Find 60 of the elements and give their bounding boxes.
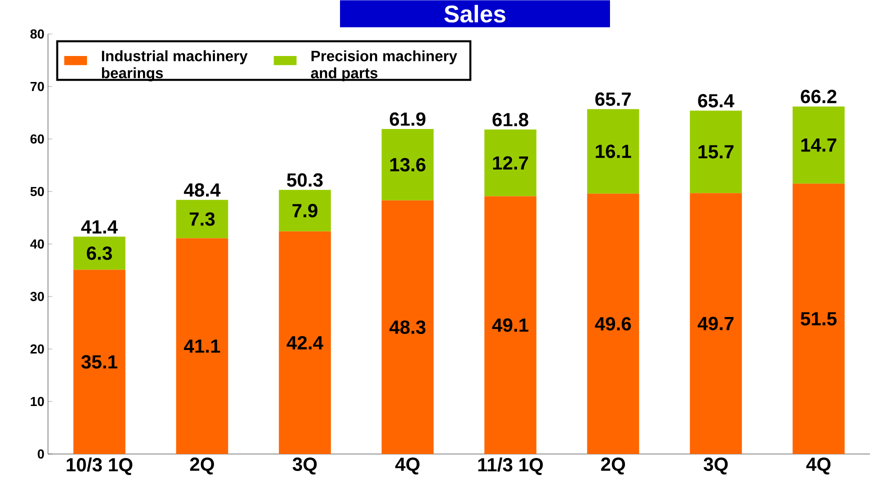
- y-tick-label: 30: [30, 292, 44, 302]
- data-label: 12.7: [493, 156, 528, 170]
- data-label: 49.1: [492, 318, 528, 332]
- data-label: 49.7: [698, 316, 734, 330]
- y-tick-label: 10: [30, 396, 44, 406]
- bar: [73, 236, 126, 270]
- y-tick-label: 80: [30, 29, 44, 39]
- total-label: 66.2: [800, 90, 836, 104]
- data-label: 42.4: [286, 336, 324, 350]
- legend-label: Industrial machinery bearings: [102, 50, 248, 82]
- bar: [278, 190, 331, 232]
- bar: [278, 231, 331, 454]
- data-label: 6.3: [86, 246, 112, 260]
- total-label: 41.4: [81, 220, 118, 234]
- bar: [484, 130, 536, 196]
- bar: [690, 193, 742, 454]
- bar: [382, 200, 434, 454]
- bar: [382, 129, 434, 200]
- y-tick-label: 20: [30, 344, 44, 354]
- bar: [587, 109, 640, 194]
- data-label: 48.3: [389, 320, 426, 334]
- data-label: 14.7: [801, 138, 836, 152]
- y-tick-label: 50: [30, 186, 44, 196]
- bar: [792, 106, 845, 184]
- data-label: 51.5: [800, 312, 837, 326]
- data-label: 7.9: [292, 204, 318, 218]
- data-label: 35.1: [81, 355, 118, 369]
- y-tick-label: 0: [38, 449, 44, 459]
- bar: [792, 184, 845, 454]
- bar: [176, 200, 228, 238]
- bar: [587, 194, 640, 454]
- x-tick-label: 3Q: [704, 458, 728, 475]
- x-tick-label: 11/3 1Q: [478, 458, 543, 476]
- bar: [484, 196, 536, 454]
- data-label: 49.6: [594, 317, 631, 331]
- data-label: 13.6: [390, 158, 426, 172]
- total-label: 65.4: [698, 94, 734, 108]
- x-tick-label: 4Q: [806, 458, 830, 475]
- bar: [176, 238, 228, 454]
- bar: [73, 270, 126, 454]
- x-tick-label: 2Q: [190, 458, 214, 475]
- total-label: 61.9: [390, 112, 426, 126]
- data-label: 15.7: [698, 145, 734, 158]
- total-label: 48.4: [184, 183, 221, 197]
- x-tick-label: 10/3 1Q: [66, 458, 132, 476]
- total-label: 65.7: [595, 92, 631, 106]
- legend-label: Precision machinery and parts: [310, 50, 458, 82]
- x-tick-label: 3Q: [292, 458, 317, 475]
- y-tick-label: 70: [30, 82, 44, 92]
- total-label: 50.3: [286, 173, 323, 187]
- data-label: 41.1: [184, 340, 220, 353]
- y-tick-label: 40: [30, 239, 44, 249]
- y-tick-label: 60: [30, 134, 44, 144]
- x-tick-label: 2Q: [601, 458, 625, 475]
- bar: [690, 110, 742, 194]
- data-label: 7.3: [190, 212, 215, 226]
- chart-title: Sales: [444, 4, 506, 23]
- data-label: 16.1: [596, 144, 632, 158]
- total-label: 61.8: [492, 112, 528, 126]
- x-tick-label: 4Q: [395, 458, 420, 475]
